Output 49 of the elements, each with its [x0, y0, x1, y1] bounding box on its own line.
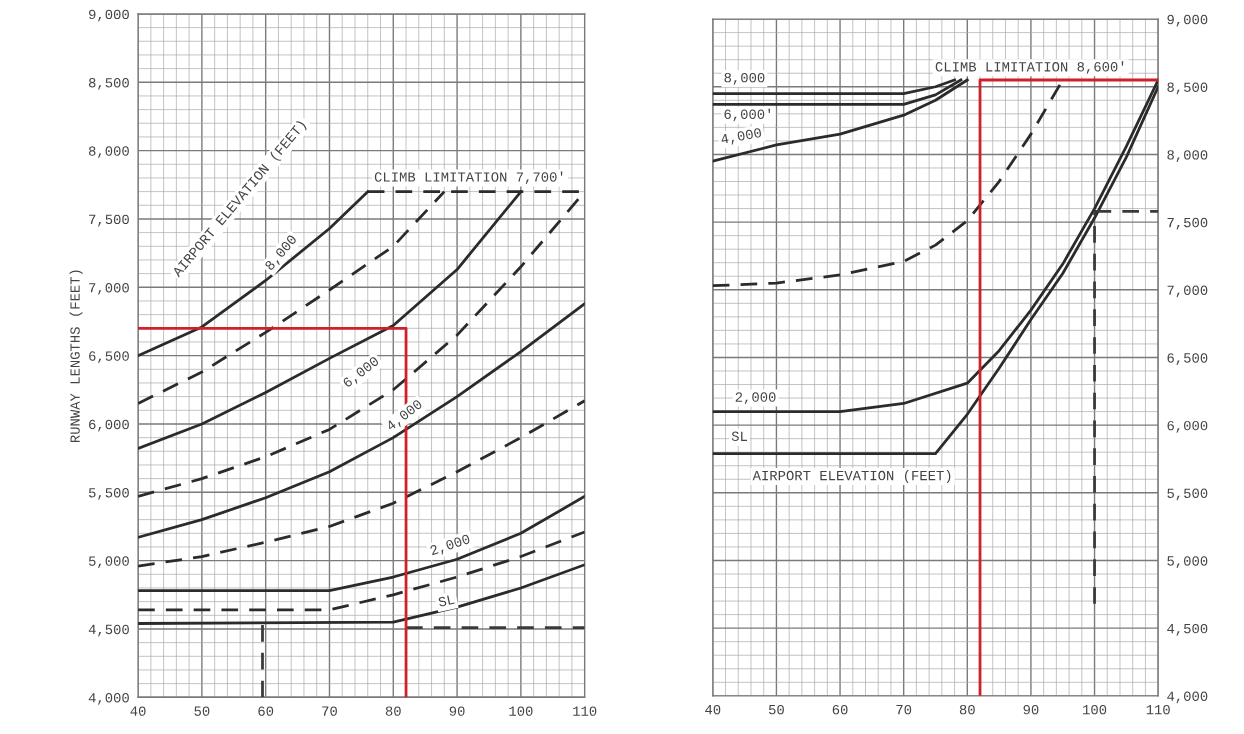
y-tick-label: 5,500: [88, 488, 129, 500]
y-tick-label: 6,000: [89, 419, 129, 432]
x-tick-label: 110: [1146, 704, 1170, 715]
annotation: 8,000: [724, 72, 765, 85]
x-tick-label: 80: [959, 704, 975, 715]
y-tick-label: 8,000: [1167, 150, 1208, 162]
x-tick-label: 50: [768, 704, 784, 715]
x-tick-label: 40: [130, 706, 146, 716]
x-tick-label: 90: [1023, 704, 1039, 715]
y-tick-label: 7,000: [89, 283, 129, 295]
y-tick-label: 8,000: [88, 146, 129, 159]
annotation: CLIMB LIMITATION 8,600': [935, 61, 1124, 74]
x-tick-label: 40: [705, 704, 721, 715]
y-tick-label: 9,000: [89, 9, 129, 22]
x-tick-label: 50: [194, 706, 210, 716]
y-tick-label: 6,500: [89, 351, 129, 364]
y-tick-label: 4,000: [1167, 691, 1208, 704]
x-tick-label: 80: [385, 706, 401, 716]
y-tick-label: 7,000: [1167, 285, 1208, 298]
y-tick-label: 5,500: [1167, 488, 1208, 501]
annotation: CLIMB LIMITATION 7,700': [374, 171, 563, 184]
annotation: AIRPORT ELEVATION (FEET): [752, 470, 951, 484]
annotation: 4,000: [720, 127, 763, 147]
y-tick-label: 6,500: [1167, 353, 1208, 365]
x-tick-label: 60: [258, 706, 274, 716]
y-tick-label: 7,500: [89, 214, 129, 227]
y-tick-label: 8,500: [1167, 82, 1208, 95]
x-tick-label: 60: [832, 704, 848, 715]
x-tick-label: 110: [573, 706, 597, 716]
y-tick-label: 4,000: [88, 693, 129, 705]
y-tick-label: 9,000: [1167, 14, 1208, 27]
y-tick-label: 4,500: [88, 624, 129, 637]
x-tick-label: 70: [322, 706, 337, 716]
y-tick-label: 5,000: [88, 556, 129, 569]
x-tick-label: 70: [896, 704, 912, 715]
y-tick-label: 4,500: [1167, 623, 1208, 636]
annotation: SL: [731, 431, 747, 442]
x-tick-label: 100: [509, 706, 533, 716]
x-tick-label: 90: [449, 706, 465, 716]
y-tick-label: 5,000: [1167, 556, 1208, 568]
x-tick-label: 100: [1083, 704, 1107, 715]
y-tick-label: 6,000: [1167, 420, 1208, 433]
annotation: 2,000: [429, 534, 472, 558]
annotation: 6,000': [724, 108, 771, 122]
annotation: SL: [437, 594, 455, 607]
y-tick-label: 7,500: [1167, 217, 1208, 230]
y-tick-label: 8,500: [88, 78, 129, 90]
annotation: 2,000: [735, 392, 776, 405]
y-axis-title: RUNWAY LENGTHS (FEET): [69, 270, 83, 443]
